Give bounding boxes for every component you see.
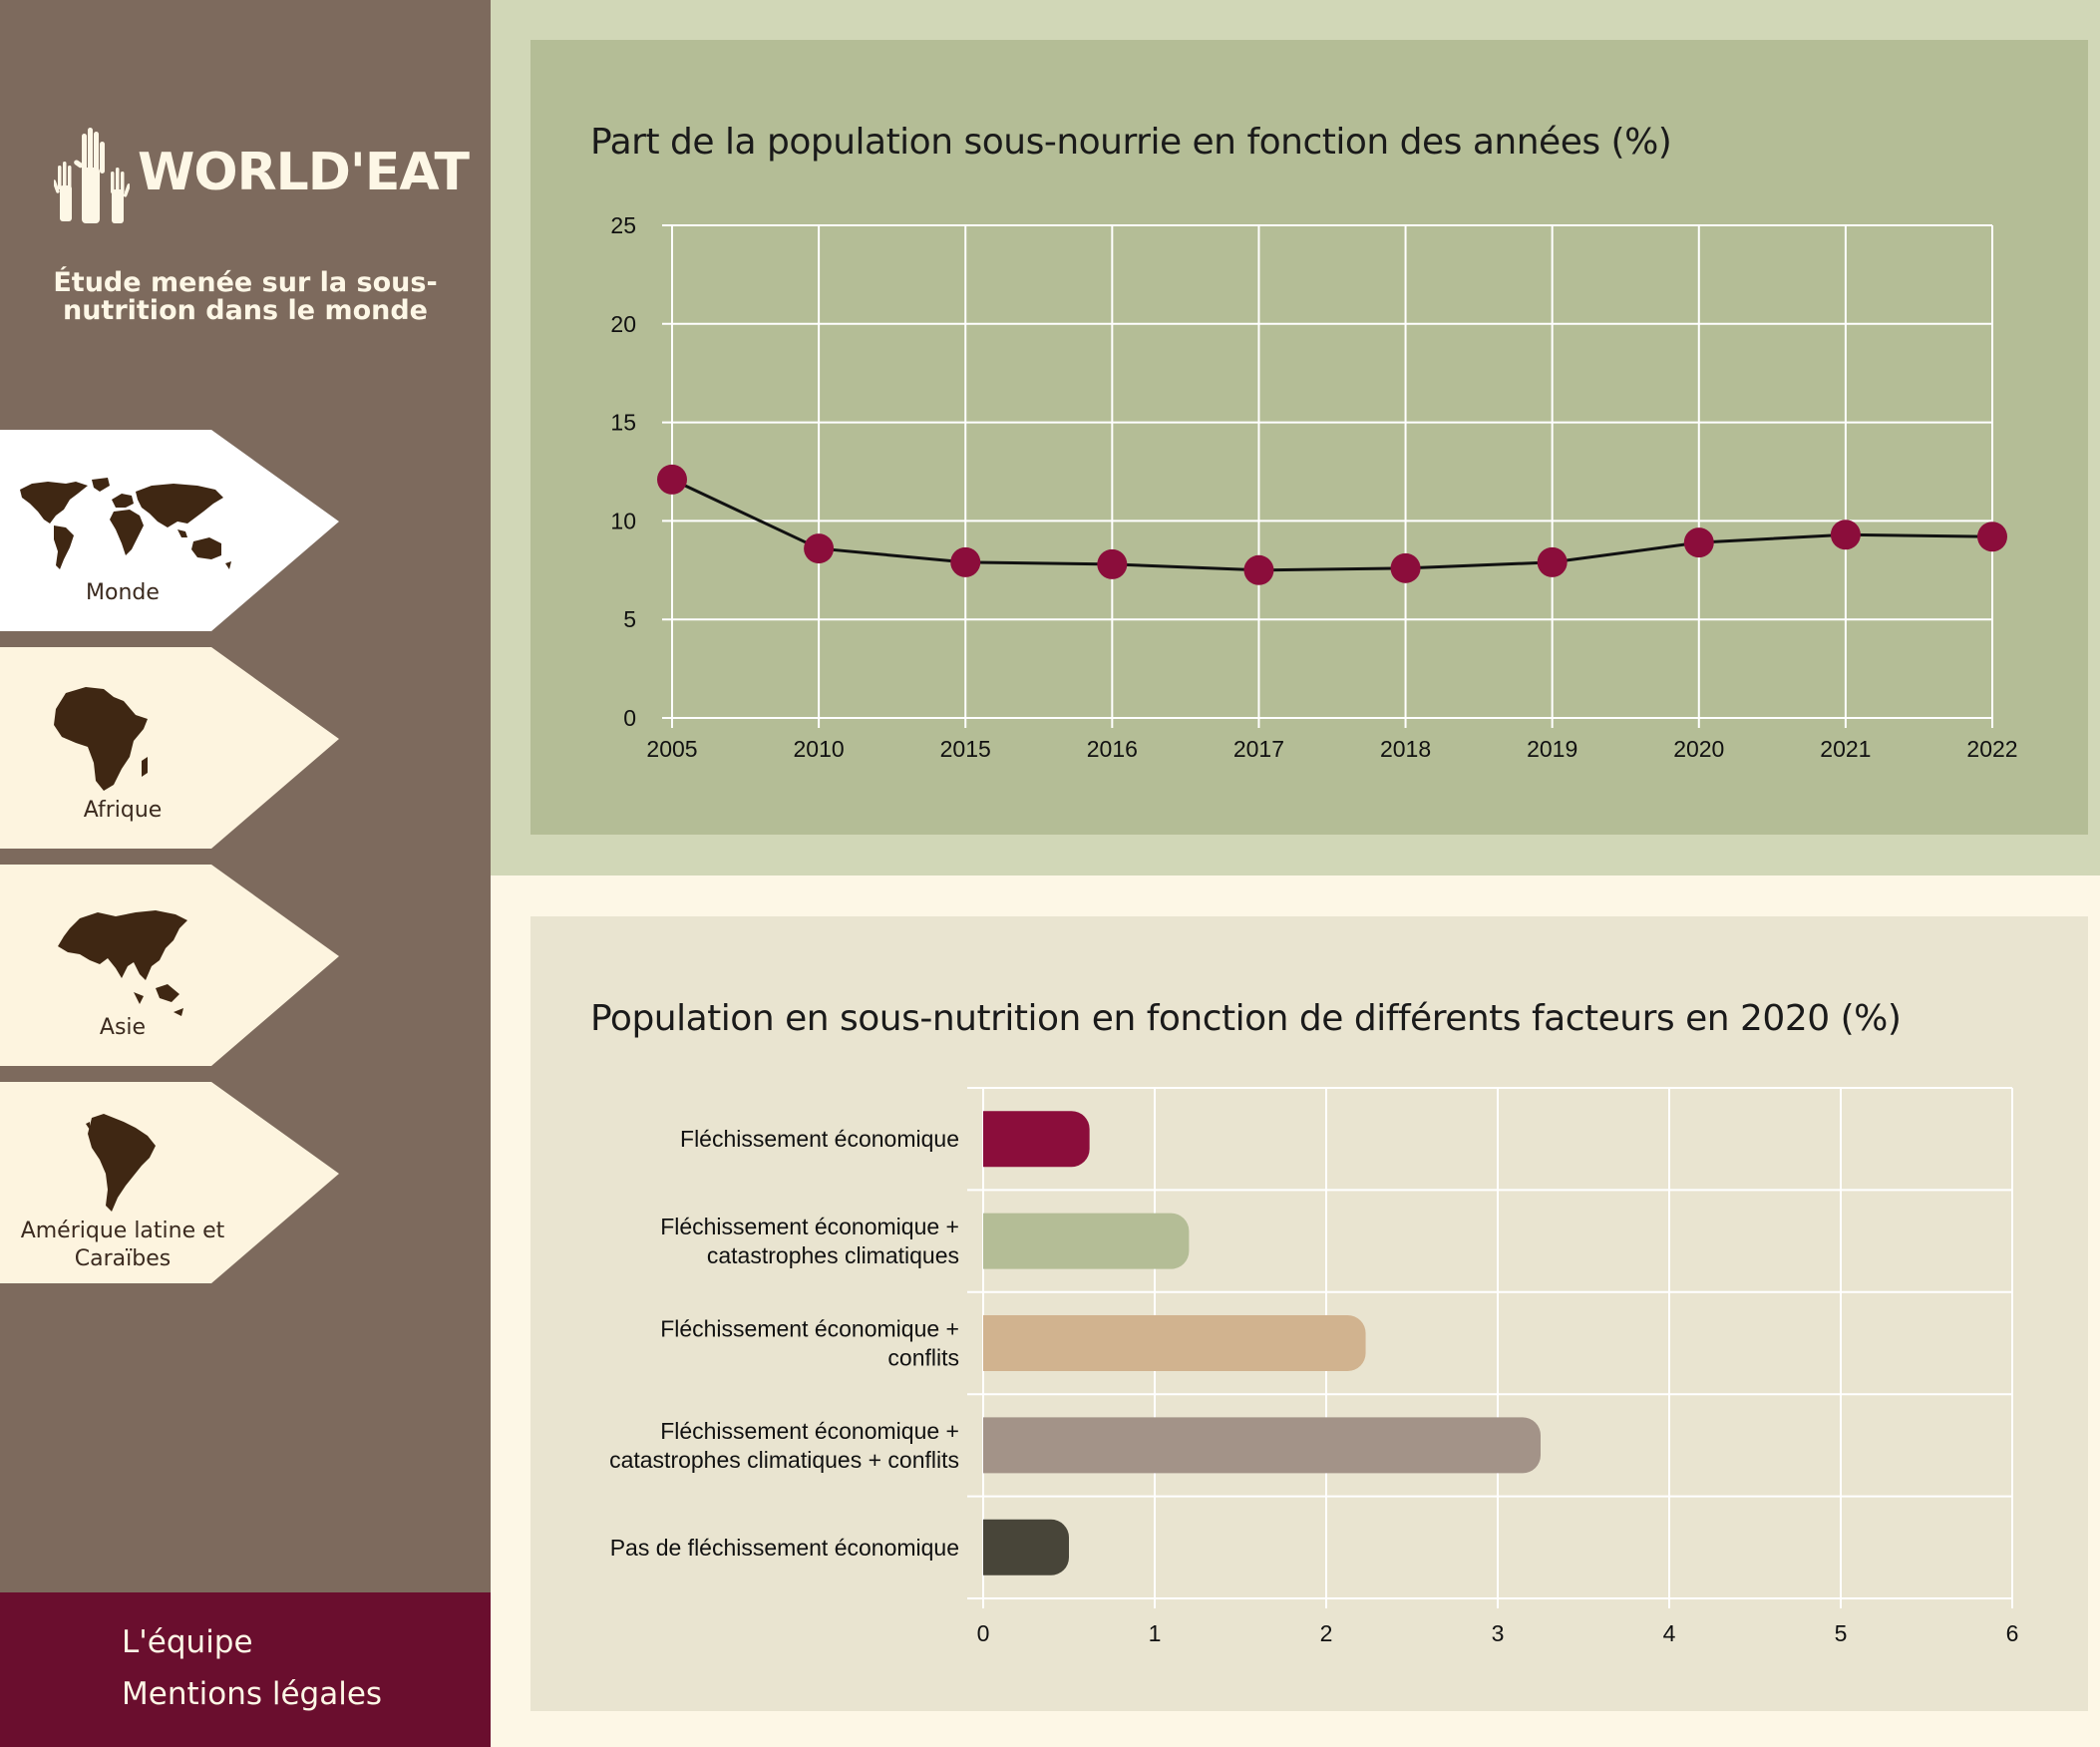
x-tick-label: 2017: [1233, 736, 1284, 762]
category-label: Fléchissement économique +: [660, 1214, 959, 1239]
data-point: [657, 464, 687, 495]
x-tick-label: 5: [1835, 1620, 1848, 1646]
data-point: [1830, 520, 1861, 550]
category-label: Pas de fléchissement économique: [610, 1535, 959, 1561]
line-chart: 0 5 10 15 20 25 2005 2010 2015 2016 2017 2018 2019 20…: [610, 212, 2017, 762]
sidebar-item-label: Monde: [86, 580, 160, 605]
category-label: catastrophes climatiques + conflits: [609, 1447, 959, 1473]
sidebar-item-label: Amérique latine et Caraïbes: [20, 1219, 225, 1271]
line-chart-title: Part de la population sous-nourrie en fo…: [590, 122, 1672, 163]
tagline: Étude menée sur la sous-nutrition dans l…: [53, 267, 438, 326]
legal-notice-link[interactable]: Mentions légales: [122, 1676, 383, 1712]
bar: [983, 1213, 1190, 1269]
sidebar-item-monde[interactable]: Monde: [0, 430, 339, 631]
category-label: Fléchissement économique +: [660, 1418, 959, 1444]
data-point: [1390, 552, 1421, 583]
data-point: [1683, 527, 1714, 558]
y-tick-label: 25: [610, 212, 636, 238]
bar-chart: 0 1 2 3 4 5 6 Fléchissement économique Fléchisse…: [609, 1087, 2019, 1646]
category-label: conflits: [887, 1345, 959, 1371]
x-tick-label: 2015: [940, 736, 991, 762]
bar: [983, 1519, 1069, 1575]
sidebar-item-label: Asie: [99, 1015, 147, 1040]
series-line: [671, 478, 1993, 572]
x-tick-label: 2005: [646, 736, 697, 762]
south-america-map-icon: [86, 1114, 156, 1212]
bar-chart-panel: Population en sous-nutrition en fonction…: [530, 916, 2088, 1711]
category-label: Fléchissement économique: [680, 1126, 959, 1152]
sidebar-item-label: Afrique: [83, 798, 163, 823]
x-tick-label: 4: [1663, 1620, 1676, 1646]
sidebar-item-asie[interactable]: Asie: [0, 865, 339, 1066]
category-label: catastrophes climatiques: [707, 1242, 959, 1268]
sidebar-footer: L'équipe Mentions légales: [0, 1592, 491, 1747]
bar: [983, 1111, 1090, 1168]
team-link[interactable]: L'équipe: [122, 1624, 253, 1660]
y-tick-label: 0: [623, 705, 636, 731]
africa-map-icon: [54, 687, 148, 791]
x-tick-label: 2022: [1966, 736, 2017, 762]
x-tick-label: 6: [2006, 1620, 2019, 1646]
sidebar: WORLD'EAT Étude menée sur la sous-nutrit…: [0, 0, 491, 1747]
x-tick-label: 0: [977, 1620, 990, 1646]
category-label: Fléchissement économique +: [660, 1316, 959, 1342]
y-tick-label: 10: [610, 508, 636, 533]
sidebar-item-afrique[interactable]: Afrique: [0, 647, 339, 849]
y-tick-label: 20: [610, 311, 636, 337]
bar-chart-title: Population en sous-nutrition en fonction…: [590, 998, 1902, 1039]
x-tick-label: 2010: [794, 736, 845, 762]
x-tick-label: 3: [1492, 1620, 1505, 1646]
bar: [983, 1315, 1366, 1371]
x-tick-label: 2016: [1087, 736, 1138, 762]
x-tick-label: 2020: [1673, 736, 1724, 762]
logo[interactable]: WORLD'EAT: [54, 128, 470, 227]
sidebar-item-amerique-latine[interactable]: Amérique latine et Caraïbes: [0, 1082, 339, 1283]
data-point: [950, 546, 981, 577]
y-tick-label: 5: [623, 606, 636, 632]
data-point: [1097, 548, 1128, 579]
x-tick-label: 1: [1149, 1620, 1162, 1646]
x-tick-label: 2021: [1820, 736, 1871, 762]
logo-text: WORLD'EAT: [138, 143, 470, 202]
asia-map-icon: [58, 910, 187, 1016]
x-tick-label: 2: [1320, 1620, 1333, 1646]
data-point: [1537, 546, 1568, 577]
y-tick-label: 15: [610, 410, 636, 436]
data-point: [804, 533, 835, 564]
data-point: [1243, 554, 1274, 585]
x-tick-label: 2019: [1527, 736, 1577, 762]
line-chart-panel: Part de la population sous-nourrie en fo…: [530, 40, 2088, 835]
bar: [983, 1417, 1541, 1474]
data-point: [1977, 522, 2007, 552]
world-map-icon: [20, 478, 231, 569]
hands-logo-icon: [54, 128, 130, 223]
x-tick-label: 2018: [1380, 736, 1431, 762]
